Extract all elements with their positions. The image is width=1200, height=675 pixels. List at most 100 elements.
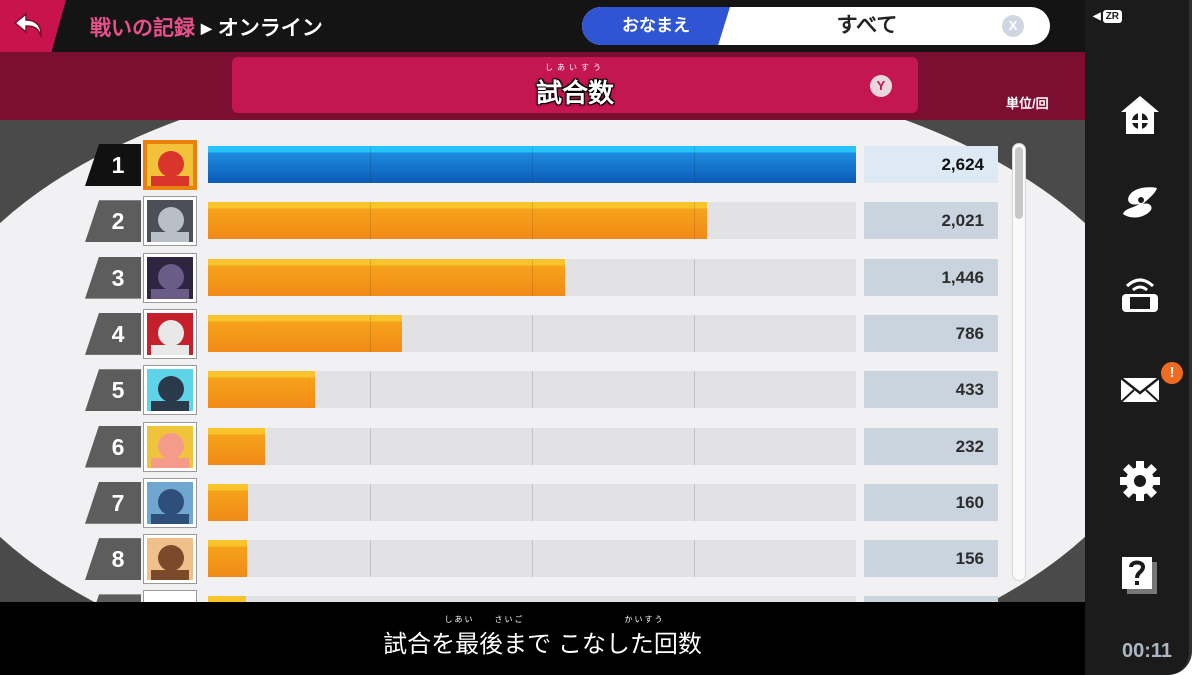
bar (208, 427, 265, 465)
bar-track (208, 202, 856, 240)
gridline (694, 427, 695, 465)
bar-gridline (532, 146, 533, 183)
value-label: 433 (864, 371, 998, 409)
gridline (694, 314, 695, 352)
ranking-chart: 1 2,624 2 2,021 3 1,446 4 786 5 433 6 232 7 160 8 156 (0, 120, 1085, 602)
name-filter[interactable]: おなまえ すべて X (582, 7, 1050, 45)
zr-button-icon: ◀ ZR (1093, 10, 1123, 23)
value-label: 2,624 (864, 146, 998, 183)
gridline (694, 371, 695, 409)
breadcrumb-records: 戦いの記録 (90, 17, 195, 40)
gridline (532, 540, 533, 578)
bar (208, 540, 247, 578)
breadcrumb-separator-icon: ▶ (201, 20, 212, 36)
description-ruby: しあい さいご かいすう (444, 615, 665, 624)
bar (208, 483, 248, 521)
value-label: 156 (864, 540, 998, 578)
banjo-kazooie-portrait[interactable] (144, 141, 196, 189)
gridline (532, 483, 533, 521)
rank-number: 7 (85, 481, 141, 524)
gridline (532, 371, 533, 409)
piranha-plant-portrait[interactable] (144, 309, 196, 358)
top-bar: 戦いの記録 ▶ オンライン おなまえ すべて X (0, 0, 1085, 52)
rank-number: 8 (85, 538, 141, 581)
bar-gridline (694, 202, 695, 240)
y-button-icon[interactable]: Y (870, 75, 892, 97)
bar-gridline (532, 258, 533, 296)
spirits-icon[interactable] (1117, 180, 1163, 226)
value-label: 232 (864, 427, 998, 465)
bar-track (208, 146, 856, 183)
bar-gridline (694, 146, 695, 183)
filter-value[interactable]: すべて (836, 14, 898, 37)
x-button-icon[interactable]: X (1002, 15, 1024, 37)
gridline (532, 427, 533, 465)
value-label: 1,446 (864, 258, 998, 296)
rank-number: 4 (85, 312, 141, 355)
bar-track (208, 596, 856, 602)
gridline (532, 314, 533, 352)
rank-number: 1 (85, 144, 141, 186)
portrait-partial[interactable] (144, 591, 196, 602)
bar-track (208, 314, 856, 352)
value-label (864, 596, 998, 602)
clock: 00:11 (1121, 640, 1173, 662)
bar-gridline (370, 258, 371, 296)
side-menu-panel: ◀ ZR ! 00:11 (1085, 0, 1192, 675)
bar-gridline (370, 202, 371, 240)
side-menu: ◀ ZR ! 00:11 (1085, 0, 1200, 675)
rank-number (85, 594, 141, 602)
bar (208, 146, 856, 183)
breadcrumb-online: オンライン (217, 17, 323, 40)
rank-number: 5 (85, 369, 141, 412)
value-label: 2,021 (864, 202, 998, 240)
zr-label: ZR (1102, 10, 1123, 23)
scrollbar-thumb[interactable] (1015, 147, 1023, 219)
value-label: 160 (864, 483, 998, 521)
description-text: 試合を最後まで こなした回数 (383, 631, 702, 658)
min-min-portrait[interactable] (144, 422, 196, 471)
bar-track (208, 427, 856, 465)
gridline (694, 258, 695, 296)
settings-gear-icon[interactable] (1117, 458, 1163, 504)
stat-header: しあいすう 試合数 Y 単位/回 (0, 52, 1085, 120)
sephiroth-portrait[interactable] (144, 197, 196, 246)
stat-title: 試合数 (535, 78, 614, 108)
stat-selector[interactable]: しあいすう 試合数 Y (232, 57, 918, 113)
bar-track (208, 258, 856, 296)
scrollbar[interactable] (1013, 144, 1025, 580)
byleth-portrait[interactable] (144, 478, 196, 527)
bar (208, 258, 565, 296)
sora-portrait[interactable] (144, 535, 196, 584)
bar (208, 371, 315, 409)
gridline (694, 540, 695, 578)
dark-samus-portrait[interactable] (144, 366, 196, 415)
bar-track (208, 540, 856, 578)
back-button[interactable] (0, 0, 66, 52)
gridline (370, 427, 371, 465)
stat-title-ruby: しあいすう (545, 63, 605, 72)
rank-number: 6 (85, 425, 141, 468)
bar-gridline (370, 146, 371, 183)
help-icon[interactable] (1117, 552, 1163, 598)
filter-tab-name[interactable]: おなまえ (582, 7, 730, 45)
bar-track (208, 483, 856, 521)
gridline (370, 483, 371, 521)
ridley-portrait[interactable] (144, 253, 196, 302)
bar-track (208, 371, 856, 409)
value-label: 786 (864, 314, 998, 352)
mail-icon[interactable] (1117, 366, 1163, 412)
bar (208, 202, 707, 240)
ranking-list[interactable]: 1 2,624 2 2,021 3 1,446 4 786 5 433 6 232 7 160 8 156 (0, 120, 1085, 602)
bar-gridline (370, 314, 371, 352)
rank-number: 2 (85, 200, 141, 243)
rank-number: 3 (85, 256, 141, 299)
notification-badge: ! (1159, 360, 1185, 386)
gridline (694, 483, 695, 521)
unit-label: 単位/回 (1006, 96, 1049, 111)
back-arrow-icon (13, 12, 42, 38)
breadcrumb: 戦いの記録 ▶ オンライン (90, 12, 323, 42)
online-switch-icon[interactable] (1117, 272, 1163, 318)
smash-home-icon[interactable] (1117, 92, 1163, 138)
description-bar: しあい さいご かいすう 試合を最後まで こなした回数 (0, 602, 1085, 675)
